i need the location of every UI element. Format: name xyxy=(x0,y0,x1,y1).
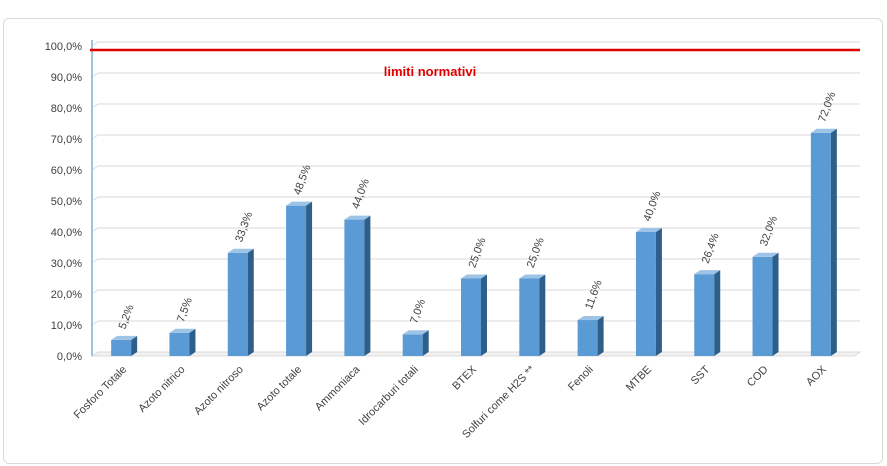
x-tick-label: SST xyxy=(689,363,713,387)
bar-front xyxy=(752,256,773,356)
bar-top xyxy=(111,335,138,340)
top-strip xyxy=(0,0,887,18)
bar-top xyxy=(227,248,254,253)
chart-frame xyxy=(3,18,883,464)
bar xyxy=(635,228,662,356)
bar-side xyxy=(597,316,604,356)
bar-top xyxy=(169,328,196,333)
bar xyxy=(169,328,196,356)
bar xyxy=(286,201,313,356)
bar-side xyxy=(131,335,138,356)
bar-side xyxy=(655,228,662,356)
bar-top xyxy=(752,252,779,257)
bar-front xyxy=(227,252,248,356)
bar xyxy=(752,252,779,356)
data-label: 48,5% xyxy=(292,163,314,197)
x-tick-label: Azoto nitrico xyxy=(136,364,187,415)
bar-top xyxy=(577,316,604,321)
y-tick-label: 20,0% xyxy=(51,289,82,301)
data-label: 33,3% xyxy=(233,210,255,244)
bar-top xyxy=(286,201,313,206)
bar-front xyxy=(344,219,365,356)
data-label: 72,0% xyxy=(816,90,838,124)
bar-side xyxy=(364,215,371,356)
bar-side xyxy=(539,274,546,356)
bar xyxy=(810,128,837,356)
y-tick-label: 70,0% xyxy=(51,134,82,146)
bar xyxy=(402,330,429,356)
limit-label: limiti normativi xyxy=(384,64,476,79)
x-tick-label: Idrocarburi totali xyxy=(357,364,421,428)
bar-front xyxy=(519,278,540,356)
bar-side xyxy=(714,270,721,356)
data-label: 7,5% xyxy=(175,296,195,324)
x-tick-label: Azoto nitroso xyxy=(192,364,246,418)
y-tick-label: 10,0% xyxy=(51,320,82,332)
bar-side xyxy=(830,128,837,356)
bar xyxy=(577,316,604,356)
x-tick-label: BTEX xyxy=(450,363,479,392)
bar xyxy=(519,274,546,356)
y-tick-label: 50,0% xyxy=(51,196,82,208)
x-tick-label: Fosforo Totale xyxy=(72,364,130,422)
bar-top xyxy=(694,270,721,275)
bar-front xyxy=(402,334,423,356)
bar-front xyxy=(577,320,598,356)
bar-side xyxy=(422,330,429,356)
bar-top xyxy=(810,128,837,133)
y-tick-label: 90,0% xyxy=(51,72,82,84)
bar-front xyxy=(169,332,190,356)
bar-side xyxy=(306,201,313,356)
data-label: 5,2% xyxy=(117,303,137,331)
y-tick-label: 60,0% xyxy=(51,165,82,177)
x-tick-label: MTBE xyxy=(624,364,654,394)
data-label: 25,0% xyxy=(525,236,547,270)
bar-side xyxy=(481,274,487,356)
x-tick-label: COD xyxy=(745,364,771,390)
x-tick-label: Fenoli xyxy=(566,364,596,394)
y-tick-label: 30,0% xyxy=(51,258,82,270)
bar xyxy=(227,248,254,356)
y-tick-label: 80,0% xyxy=(51,103,82,115)
x-tick-label: Azoto totale xyxy=(255,364,305,414)
bar xyxy=(344,215,371,356)
x-tick-label: AOX xyxy=(804,363,829,388)
bar-front xyxy=(694,274,715,356)
bar xyxy=(694,270,721,356)
bar-front xyxy=(111,339,132,356)
data-label: 11,6% xyxy=(583,278,605,311)
bar xyxy=(461,274,487,356)
bar-side xyxy=(247,248,254,356)
bar-side xyxy=(772,252,779,356)
data-label: 26,4% xyxy=(700,232,722,266)
bar-front xyxy=(286,205,307,356)
bar-top xyxy=(519,274,546,279)
x-tick-label: Ammoniaca xyxy=(313,363,363,413)
data-label: 25,0% xyxy=(467,236,489,270)
data-label: 40,0% xyxy=(641,189,663,223)
bar-side xyxy=(189,328,196,356)
data-label: 32,0% xyxy=(758,214,780,248)
y-axis-tick-labels: 0,0% 10,0% 20,0% 30,0% 40,0% 50,0% 60,0% 70,0% 8… xyxy=(45,41,83,363)
x-axis-category-labels: Fosforo Totale Azoto nitrico Azoto nitroso… xyxy=(72,363,830,441)
bar xyxy=(111,335,138,356)
bar-top xyxy=(402,330,429,335)
bar-front xyxy=(461,278,481,356)
grid-layer xyxy=(90,40,862,357)
bar-top xyxy=(344,215,371,220)
y-tick-label: 40,0% xyxy=(51,227,82,239)
data-label: 44,0% xyxy=(350,177,372,211)
y-tick-label: 0,0% xyxy=(57,351,82,363)
bar-top xyxy=(635,228,662,232)
bar-front xyxy=(635,232,656,356)
y-tick-label: 100,0% xyxy=(45,41,83,53)
bar-top xyxy=(461,274,487,279)
bar-front xyxy=(810,132,831,356)
bars xyxy=(111,128,837,356)
